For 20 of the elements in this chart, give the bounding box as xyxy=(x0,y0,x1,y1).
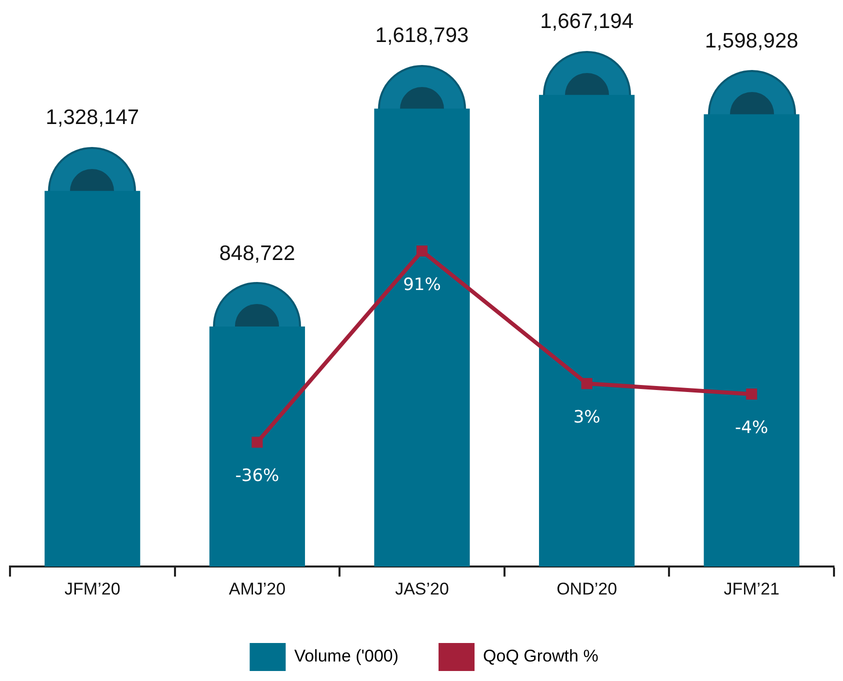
legend-label: QoQ Growth % xyxy=(483,646,598,666)
point xyxy=(746,388,758,400)
x-tick-label: OND’20 xyxy=(556,579,618,598)
x-tick-label: JFM’21 xyxy=(724,579,780,598)
x-tick-label: JFM’20 xyxy=(64,579,120,598)
point xyxy=(252,436,263,448)
data-label: 1,598,928 xyxy=(704,30,798,53)
data-label: 91% xyxy=(403,274,441,295)
data-label: 848,722 xyxy=(219,242,296,265)
data-label: 1,328,147 xyxy=(46,106,140,130)
data-label: 1,618,793 xyxy=(375,24,469,47)
data-label: 3% xyxy=(573,407,600,428)
point xyxy=(416,245,428,257)
x-tick-label: AMJ’20 xyxy=(228,579,286,598)
data-label: -36% xyxy=(235,466,280,486)
point xyxy=(581,378,592,390)
legend-label: Volume ('000) xyxy=(294,646,399,666)
data-label: -4% xyxy=(735,418,768,438)
x-tick-label: JAS’20 xyxy=(395,579,449,598)
data-label: 1,667,194 xyxy=(540,10,634,34)
